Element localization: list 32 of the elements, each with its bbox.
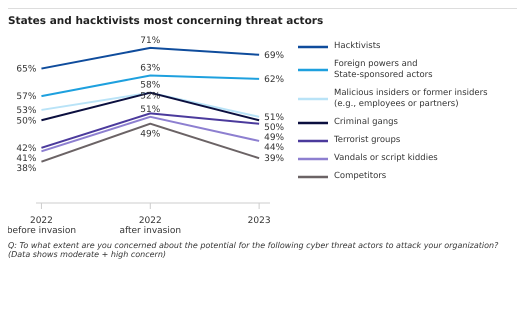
data-label: 53% [16,106,37,116]
legend-label: Malicious insiders or former insiders (e.g., employees or partners) [334,88,488,110]
x-tick-label: 2022 before invasion [6,216,76,236]
data-label: 44% [264,142,285,153]
chart-title: States and hacktivists most concerning threat actors [8,8,517,27]
data-label: 51% [264,112,285,123]
data-label: 63% [140,63,161,74]
legend-label: Hacktivists [334,41,380,52]
data-label: 52% [140,91,161,102]
legend-label: Competitors [334,171,386,182]
data-label: 39% [264,154,285,164]
data-label: 50% [16,116,37,126]
x-tick-label: 2022 after invasion [119,216,182,236]
legend-label: Criminal gangs [334,117,398,128]
legend-label: Foreign powers and State-sponsored actors [334,59,433,81]
x-tick-label: 2023 [248,216,271,226]
text: Q: To what extent are you concerned about the potential for the following cyber threat actors to attack your organization? (Data shows moderate + high concern) [8,241,500,259]
data-label: 65% [16,64,37,75]
data-label: 50% [264,122,285,133]
data-label: 42% [16,144,37,154]
data-label: 57% [16,92,37,102]
data-label: 69% [264,50,285,61]
data-label: 49% [140,130,161,140]
legend-label: Terrorist groups [334,135,400,146]
data-label: 58% [140,80,161,91]
data-label: 49% [264,132,285,143]
data-label: 62% [264,74,285,85]
data-label: 41% [16,154,37,164]
data-label: 38% [16,164,37,174]
data-label: 51% [140,104,161,115]
legend-label: Vandals or script kiddies [334,153,438,164]
data-label: 71% [140,36,161,46]
